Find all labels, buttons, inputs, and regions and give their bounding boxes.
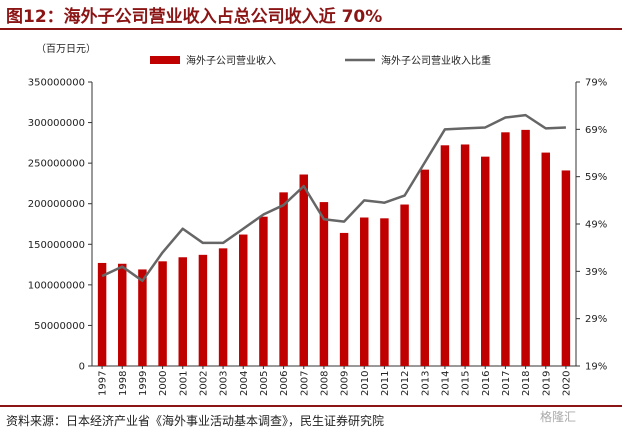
x-tick-label: 2011 — [380, 371, 391, 396]
x-tick-label: 2017 — [501, 371, 512, 396]
x-tick-label: 2006 — [279, 371, 290, 396]
right-tick-label: 79% — [585, 78, 607, 89]
x-tick-label: 2009 — [340, 371, 351, 396]
watermark-logo: 格隆汇 — [540, 410, 577, 424]
bar — [299, 174, 308, 366]
x-tick-label: 2016 — [481, 371, 492, 396]
left-tick-label: 0 — [79, 362, 85, 373]
bar — [541, 152, 550, 366]
x-tick-label: 2020 — [561, 371, 572, 396]
x-tick-label: 2000 — [158, 371, 169, 396]
bar — [239, 234, 248, 366]
x-tick-label: 1997 — [98, 371, 109, 396]
x-tick-label: 2005 — [259, 371, 270, 396]
bar — [118, 263, 127, 366]
legend-bar-label: 海外子公司营业收入 — [186, 54, 276, 67]
bar — [178, 257, 187, 366]
x-tick-label: 2004 — [239, 371, 250, 396]
x-tick-label: 2003 — [219, 371, 230, 396]
bar — [198, 254, 208, 366]
bar — [460, 144, 470, 366]
bar — [561, 170, 571, 366]
x-tick-label: 1999 — [138, 371, 149, 396]
right-tick-label: 29% — [585, 314, 607, 325]
left-tick-label: 150000000 — [28, 240, 85, 251]
x-tick-label: 2014 — [440, 371, 451, 396]
bar — [521, 129, 530, 366]
left-tick-label: 100000000 — [28, 280, 85, 291]
chart-title: 图12：海外子公司营业收入占总公司收入近 70% — [6, 7, 383, 27]
unit-label: （百万日元） — [36, 44, 96, 55]
ratio-line — [101, 113, 566, 283]
left-tick-label: 300000000 — [28, 118, 85, 129]
x-tick-label: 1998 — [118, 371, 129, 396]
bar — [400, 204, 409, 366]
source-note: 资料来源：日本经济产业省《海外事业活动基本调查》，民生证券研究院 — [6, 414, 385, 428]
left-tick-label: 50000000 — [34, 321, 85, 332]
right-tick-label: 39% — [585, 267, 607, 278]
bar — [158, 261, 167, 366]
bottom-divider — [0, 405, 622, 407]
right-tick-label: 49% — [585, 220, 607, 231]
bar — [259, 216, 268, 366]
x-tick-label: 2001 — [178, 371, 189, 396]
x-tick-label: 2008 — [319, 371, 330, 396]
right-tick-label: 69% — [585, 125, 607, 136]
bar — [97, 262, 107, 366]
bar — [319, 202, 329, 366]
x-tick-label: 2018 — [521, 371, 532, 396]
bar — [380, 218, 389, 366]
bar — [501, 132, 510, 366]
left-tick-label: 250000000 — [28, 159, 85, 170]
left-tick-label: 200000000 — [28, 199, 85, 210]
x-tick-label: 2013 — [420, 371, 431, 396]
bar — [420, 169, 429, 366]
legend-bar-swatch — [150, 56, 180, 64]
right-tick-label: 19% — [585, 362, 607, 373]
bar — [218, 248, 228, 366]
title-divider — [0, 28, 622, 30]
x-tick-label: 2012 — [400, 371, 411, 396]
x-tick-label: 2019 — [541, 371, 552, 396]
bar — [481, 156, 490, 366]
legend-line-label: 海外子公司营业收入比重 — [381, 54, 491, 67]
x-tick-label: 2010 — [360, 371, 371, 396]
x-tick-label: 2002 — [198, 371, 209, 396]
right-tick-label: 59% — [585, 172, 607, 183]
bar — [138, 269, 147, 366]
x-tick-label: 2007 — [299, 371, 310, 396]
bar — [440, 145, 450, 366]
x-tick-label: 2015 — [461, 371, 472, 396]
bar — [339, 232, 349, 366]
bar — [279, 192, 288, 366]
bar — [360, 217, 369, 366]
left-tick-label: 350000000 — [28, 78, 85, 89]
